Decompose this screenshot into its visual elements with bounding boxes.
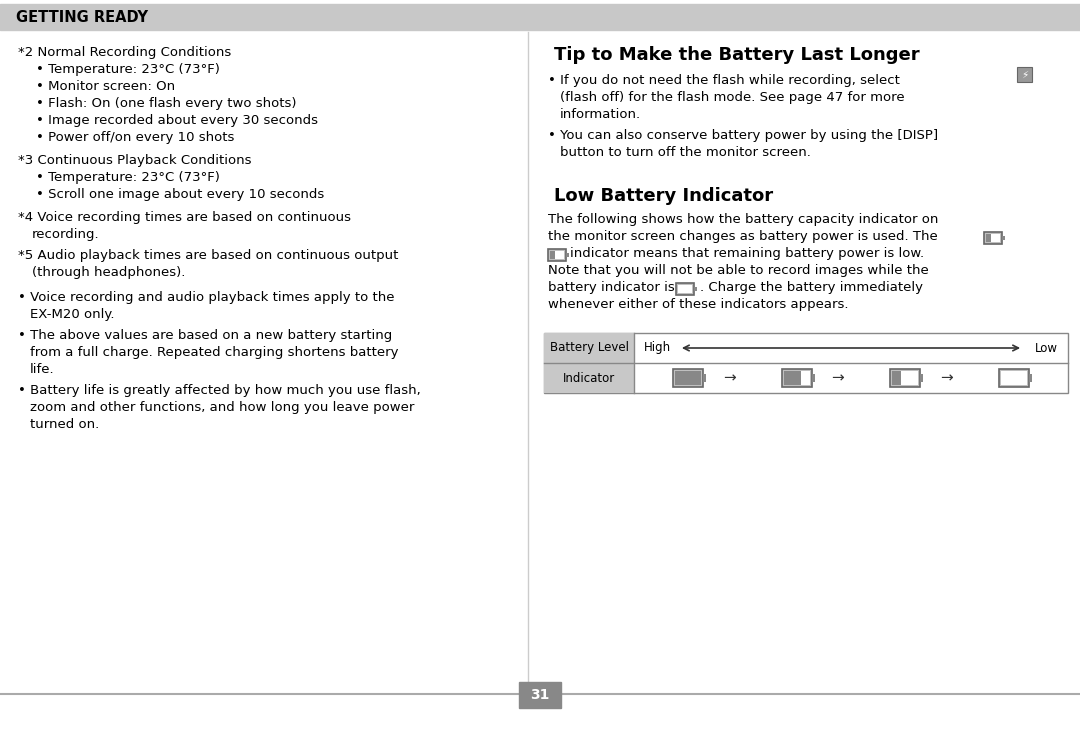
Bar — [703, 374, 706, 382]
Text: whenever either of these indicators appears.: whenever either of these indicators appe… — [548, 298, 849, 311]
Text: • You can also conserve battery power by using the [DISP]: • You can also conserve battery power by… — [548, 129, 939, 142]
Bar — [1001, 371, 1027, 385]
Text: Tip to Make the Battery Last Longer: Tip to Make the Battery Last Longer — [554, 46, 920, 64]
Text: • Voice recording and audio playback times apply to the: • Voice recording and audio playback tim… — [18, 291, 394, 304]
Text: • If you do not need the flash while recording, select: • If you do not need the flash while rec… — [548, 74, 900, 87]
Text: High: High — [644, 342, 671, 355]
Text: Low: Low — [1035, 342, 1058, 355]
Text: →: → — [832, 371, 845, 385]
Text: Note that you will not be able to record images while the: Note that you will not be able to record… — [548, 264, 929, 277]
Text: button to turn off the monitor screen.: button to turn off the monitor screen. — [561, 146, 811, 159]
Bar — [892, 371, 918, 385]
Bar — [986, 234, 991, 242]
Bar — [784, 371, 800, 385]
Text: zoom and other functions, and how long you leave power: zoom and other functions, and how long y… — [30, 401, 415, 414]
Text: ⚡: ⚡ — [1021, 69, 1028, 80]
Bar — [566, 253, 569, 258]
Bar — [676, 283, 694, 295]
Text: recording.: recording. — [32, 228, 99, 241]
Bar — [544, 363, 634, 393]
Text: *5 Audio playback times are based on continuous output: *5 Audio playback times are based on con… — [18, 249, 399, 262]
Bar — [673, 369, 703, 387]
Bar — [1029, 374, 1031, 382]
Bar — [999, 369, 1029, 387]
Bar — [0, 4, 1080, 30]
Bar — [694, 287, 697, 291]
Text: • Monitor screen: On: • Monitor screen: On — [36, 80, 175, 93]
Bar — [1017, 67, 1032, 82]
Text: Indicator: Indicator — [563, 372, 616, 385]
Text: • Battery life is greatly affected by how much you use flash,: • Battery life is greatly affected by ho… — [18, 384, 421, 397]
Bar — [678, 285, 692, 293]
Bar — [784, 371, 810, 385]
Text: EX-M20 only.: EX-M20 only. — [30, 308, 114, 321]
Bar — [548, 249, 566, 261]
Text: Battery Level: Battery Level — [550, 342, 629, 355]
Bar — [812, 374, 814, 382]
Bar — [984, 232, 1002, 244]
Text: *3 Continuous Playback Conditions: *3 Continuous Playback Conditions — [18, 154, 252, 167]
Text: 31: 31 — [530, 688, 550, 702]
Text: (flash off) for the flash mode. See page 47 for more: (flash off) for the flash mode. See page… — [561, 91, 905, 104]
Bar — [675, 371, 701, 385]
Text: GETTING READY: GETTING READY — [16, 9, 148, 25]
Text: • The above values are based on a new battery starting: • The above values are based on a new ba… — [18, 329, 392, 342]
Text: . Charge the battery immediately: . Charge the battery immediately — [700, 281, 923, 294]
Text: (through headphones).: (through headphones). — [32, 266, 186, 279]
Text: from a full charge. Repeated charging shortens battery: from a full charge. Repeated charging sh… — [30, 346, 399, 359]
Bar — [675, 371, 701, 385]
Text: Low Battery Indicator: Low Battery Indicator — [554, 187, 773, 205]
Text: indicator means that remaining battery power is low.: indicator means that remaining battery p… — [570, 247, 924, 260]
Bar — [890, 369, 920, 387]
Bar — [544, 333, 1068, 393]
Text: The following shows how the battery capacity indicator on: The following shows how the battery capa… — [548, 213, 939, 226]
Bar — [892, 371, 902, 385]
Text: battery indicator is: battery indicator is — [548, 281, 675, 294]
Text: • Power off/on every 10 shots: • Power off/on every 10 shots — [36, 131, 234, 144]
Text: • Scroll one image about every 10 seconds: • Scroll one image about every 10 second… — [36, 188, 324, 201]
Text: *4 Voice recording times are based on continuous: *4 Voice recording times are based on co… — [18, 211, 351, 224]
Text: • Image recorded about every 30 seconds: • Image recorded about every 30 seconds — [36, 114, 318, 127]
Text: →: → — [724, 371, 735, 385]
Text: • Flash: On (one flash every two shots): • Flash: On (one flash every two shots) — [36, 97, 297, 110]
Bar — [986, 234, 1000, 242]
Text: the monitor screen changes as battery power is used. The: the monitor screen changes as battery po… — [548, 230, 937, 243]
Text: →: → — [940, 371, 953, 385]
Text: life.: life. — [30, 363, 55, 376]
Text: • Temperature: 23°C (73°F): • Temperature: 23°C (73°F) — [36, 171, 220, 184]
Bar — [550, 251, 564, 259]
Text: • Temperature: 23°C (73°F): • Temperature: 23°C (73°F) — [36, 63, 220, 76]
Bar — [782, 369, 812, 387]
Bar — [519, 682, 561, 708]
Text: *2 Normal Recording Conditions: *2 Normal Recording Conditions — [18, 46, 231, 59]
Bar — [550, 251, 555, 259]
Bar — [1002, 236, 1005, 240]
Bar — [544, 333, 634, 363]
Text: turned on.: turned on. — [30, 418, 99, 431]
Bar — [920, 374, 923, 382]
Text: information.: information. — [561, 108, 642, 121]
